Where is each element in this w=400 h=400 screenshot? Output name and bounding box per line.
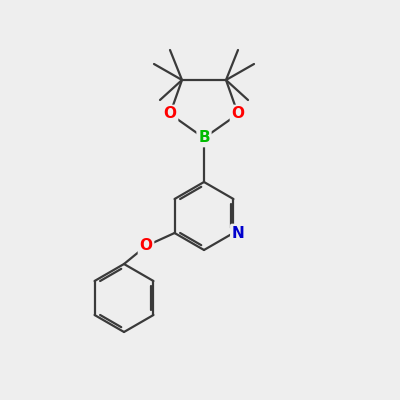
Text: N: N — [232, 226, 245, 240]
Text: O: O — [232, 106, 244, 122]
Text: O: O — [164, 106, 176, 122]
Text: B: B — [198, 130, 210, 146]
Text: O: O — [140, 238, 152, 254]
